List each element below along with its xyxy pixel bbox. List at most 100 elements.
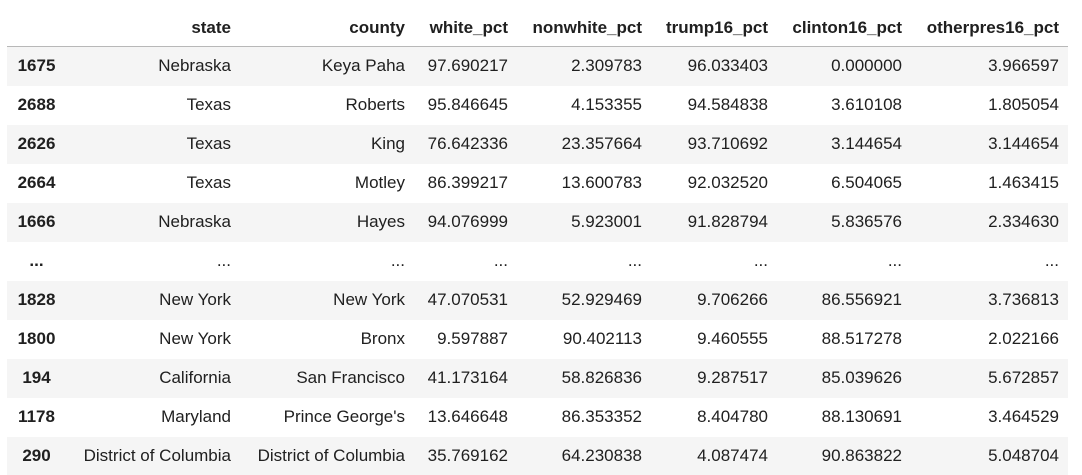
table-row: 2688 Texas Roberts 95.846645 4.153355 94.5848…: [7, 85, 1068, 125]
table-header: state county white_pct nonwhite_pct trum…: [7, 9, 1068, 47]
cell-white-pct: 13.646648: [427, 407, 508, 426]
cell-trump16-pct: 8.404780: [697, 407, 768, 426]
cell-state: Nebraska: [158, 56, 231, 76]
cell-clinton16-pct: 6.504065: [831, 173, 902, 192]
column-header-otherpres16-pct: otherpres16_pct: [911, 9, 1068, 47]
row-index: 1828: [17, 290, 56, 309]
cell-white-pct: ...: [493, 251, 508, 270]
cell-otherpres16-pct: 3.464529: [988, 407, 1059, 426]
cell-otherpres16-pct: ...: [1044, 251, 1059, 270]
table-body: 1675 Nebraska Keya Paha 97.690217 2.309783 96…: [7, 46, 1068, 475]
cell-state: New York: [159, 329, 231, 348]
cell-clinton16-pct: 5.836576: [831, 212, 902, 231]
cell-white-pct: 94.076999: [427, 212, 508, 231]
cell-state: Texas: [186, 134, 231, 153]
column-header-state: state: [66, 9, 240, 47]
cell-trump16-pct: 4.087474: [697, 446, 768, 465]
table-row: 290 District of Columbia District of Colum…: [7, 436, 1068, 475]
cell-clinton16-pct: 3.144654: [831, 134, 902, 153]
column-header-trump16-pct: trump16_pct: [651, 9, 777, 47]
column-header-nonwhite-pct: nonwhite_pct: [517, 9, 651, 47]
cell-county: King: [370, 134, 405, 153]
cell-state: Texas: [186, 95, 231, 114]
table-row: 1178 Maryland Prince George's 13.646648 86.3…: [7, 397, 1068, 437]
cell-county: Roberts: [345, 95, 405, 114]
cell-state: Nebraska: [158, 212, 231, 231]
column-header-white-pct: white_pct: [414, 9, 517, 47]
cell-white-pct: 47.070531: [427, 290, 508, 309]
row-index: 1800: [17, 329, 56, 348]
table-row: 1828 New York New York 47.070531 52.929469 9.…: [7, 280, 1068, 320]
cell-nonwhite-pct: 4.153355: [571, 95, 642, 114]
cell-otherpres16-pct: 5.672857: [988, 368, 1059, 387]
cell-county: Bronx: [360, 329, 405, 348]
cell-state: District of Columbia: [83, 446, 231, 465]
cell-white-pct: 41.173164: [427, 368, 508, 387]
table-row: ........................: [7, 241, 1068, 281]
cell-county: Hayes: [356, 212, 405, 231]
cell-state: New York: [159, 290, 231, 309]
row-index: 2664: [17, 173, 56, 192]
table-row: 194 California San Francisco 41.173164 58.82…: [7, 358, 1068, 398]
cell-white-pct: 97.690217: [427, 56, 508, 76]
cell-clinton16-pct: 90.863822: [821, 446, 902, 465]
cell-clinton16-pct: 85.039626: [821, 368, 902, 387]
cell-nonwhite-pct: 13.600783: [561, 173, 642, 192]
cell-nonwhite-pct: 58.826836: [561, 368, 642, 387]
row-index: ...: [29, 251, 44, 270]
cell-trump16-pct: 9.460555: [697, 329, 768, 348]
column-header-clinton16-pct: clinton16_pct: [777, 9, 911, 47]
cell-otherpres16-pct: 3.966597: [988, 56, 1059, 76]
cell-otherpres16-pct: 3.144654: [988, 134, 1059, 153]
cell-nonwhite-pct: 5.923001: [571, 212, 642, 231]
row-index: 1178: [18, 407, 55, 426]
cell-nonwhite-pct: 23.357664: [561, 134, 642, 153]
cell-state: ...: [216, 251, 231, 270]
cell-county: San Francisco: [296, 368, 405, 387]
cell-county: Keya Paha: [321, 56, 405, 76]
cell-nonwhite-pct: 52.929469: [561, 290, 642, 309]
cell-nonwhite-pct: ...: [627, 251, 642, 270]
table-row: 1800 New York Bronx 9.597887 90.402113 9.4605…: [7, 319, 1068, 359]
cell-white-pct: 86.399217: [427, 173, 508, 192]
row-index: 2626: [17, 134, 56, 153]
cell-state: Maryland: [161, 407, 231, 426]
table-row: 2664 Texas Motley 86.399217 13.600783 92.0325…: [7, 163, 1068, 203]
table-row: 2626 Texas King 76.642336 23.357664 93.710692…: [7, 124, 1068, 164]
header-row: state county white_pct nonwhite_pct trum…: [7, 9, 1068, 47]
cell-clinton16-pct: 0.000000: [831, 56, 902, 76]
cell-white-pct: 95.846645: [427, 95, 508, 114]
cell-state: Texas: [186, 173, 231, 192]
cell-county: Prince George's: [283, 407, 405, 426]
cell-trump16-pct: 9.706266: [697, 290, 768, 309]
cell-otherpres16-pct: 3.736813: [988, 290, 1059, 309]
cell-trump16-pct: 96.033403: [687, 56, 768, 76]
table-row: 1675 Nebraska Keya Paha 97.690217 2.309783 96…: [7, 46, 1068, 86]
row-index: 2688: [17, 95, 56, 114]
cell-county: New York: [333, 290, 405, 309]
cell-clinton16-pct: 86.556921: [821, 290, 902, 309]
cell-clinton16-pct: 88.517278: [821, 329, 902, 348]
cell-white-pct: 9.597887: [437, 329, 508, 348]
cell-nonwhite-pct: 86.353352: [561, 407, 642, 426]
cell-clinton16-pct: ...: [887, 251, 902, 270]
cell-county: District of Columbia: [257, 446, 405, 465]
cell-county: Motley: [354, 173, 405, 192]
cell-county: ...: [390, 251, 405, 270]
row-index: 290: [22, 446, 51, 465]
dataframe-table: state county white_pct nonwhite_pct trum…: [7, 9, 1068, 475]
cell-trump16-pct: ...: [753, 251, 768, 270]
cell-trump16-pct: 91.828794: [687, 212, 768, 231]
cell-otherpres16-pct: 2.022166: [988, 329, 1059, 348]
cell-clinton16-pct: 3.610108: [831, 95, 902, 114]
cell-otherpres16-pct: 1.463415: [988, 173, 1059, 192]
row-index: 194: [22, 368, 51, 387]
cell-white-pct: 76.642336: [427, 134, 508, 153]
cell-trump16-pct: 94.584838: [687, 95, 768, 114]
cell-nonwhite-pct: 64.230838: [561, 446, 642, 465]
column-header-county: county: [240, 9, 414, 47]
row-index: 1675: [17, 56, 56, 76]
cell-trump16-pct: 92.032520: [687, 173, 768, 192]
cell-white-pct: 35.769162: [427, 446, 508, 465]
